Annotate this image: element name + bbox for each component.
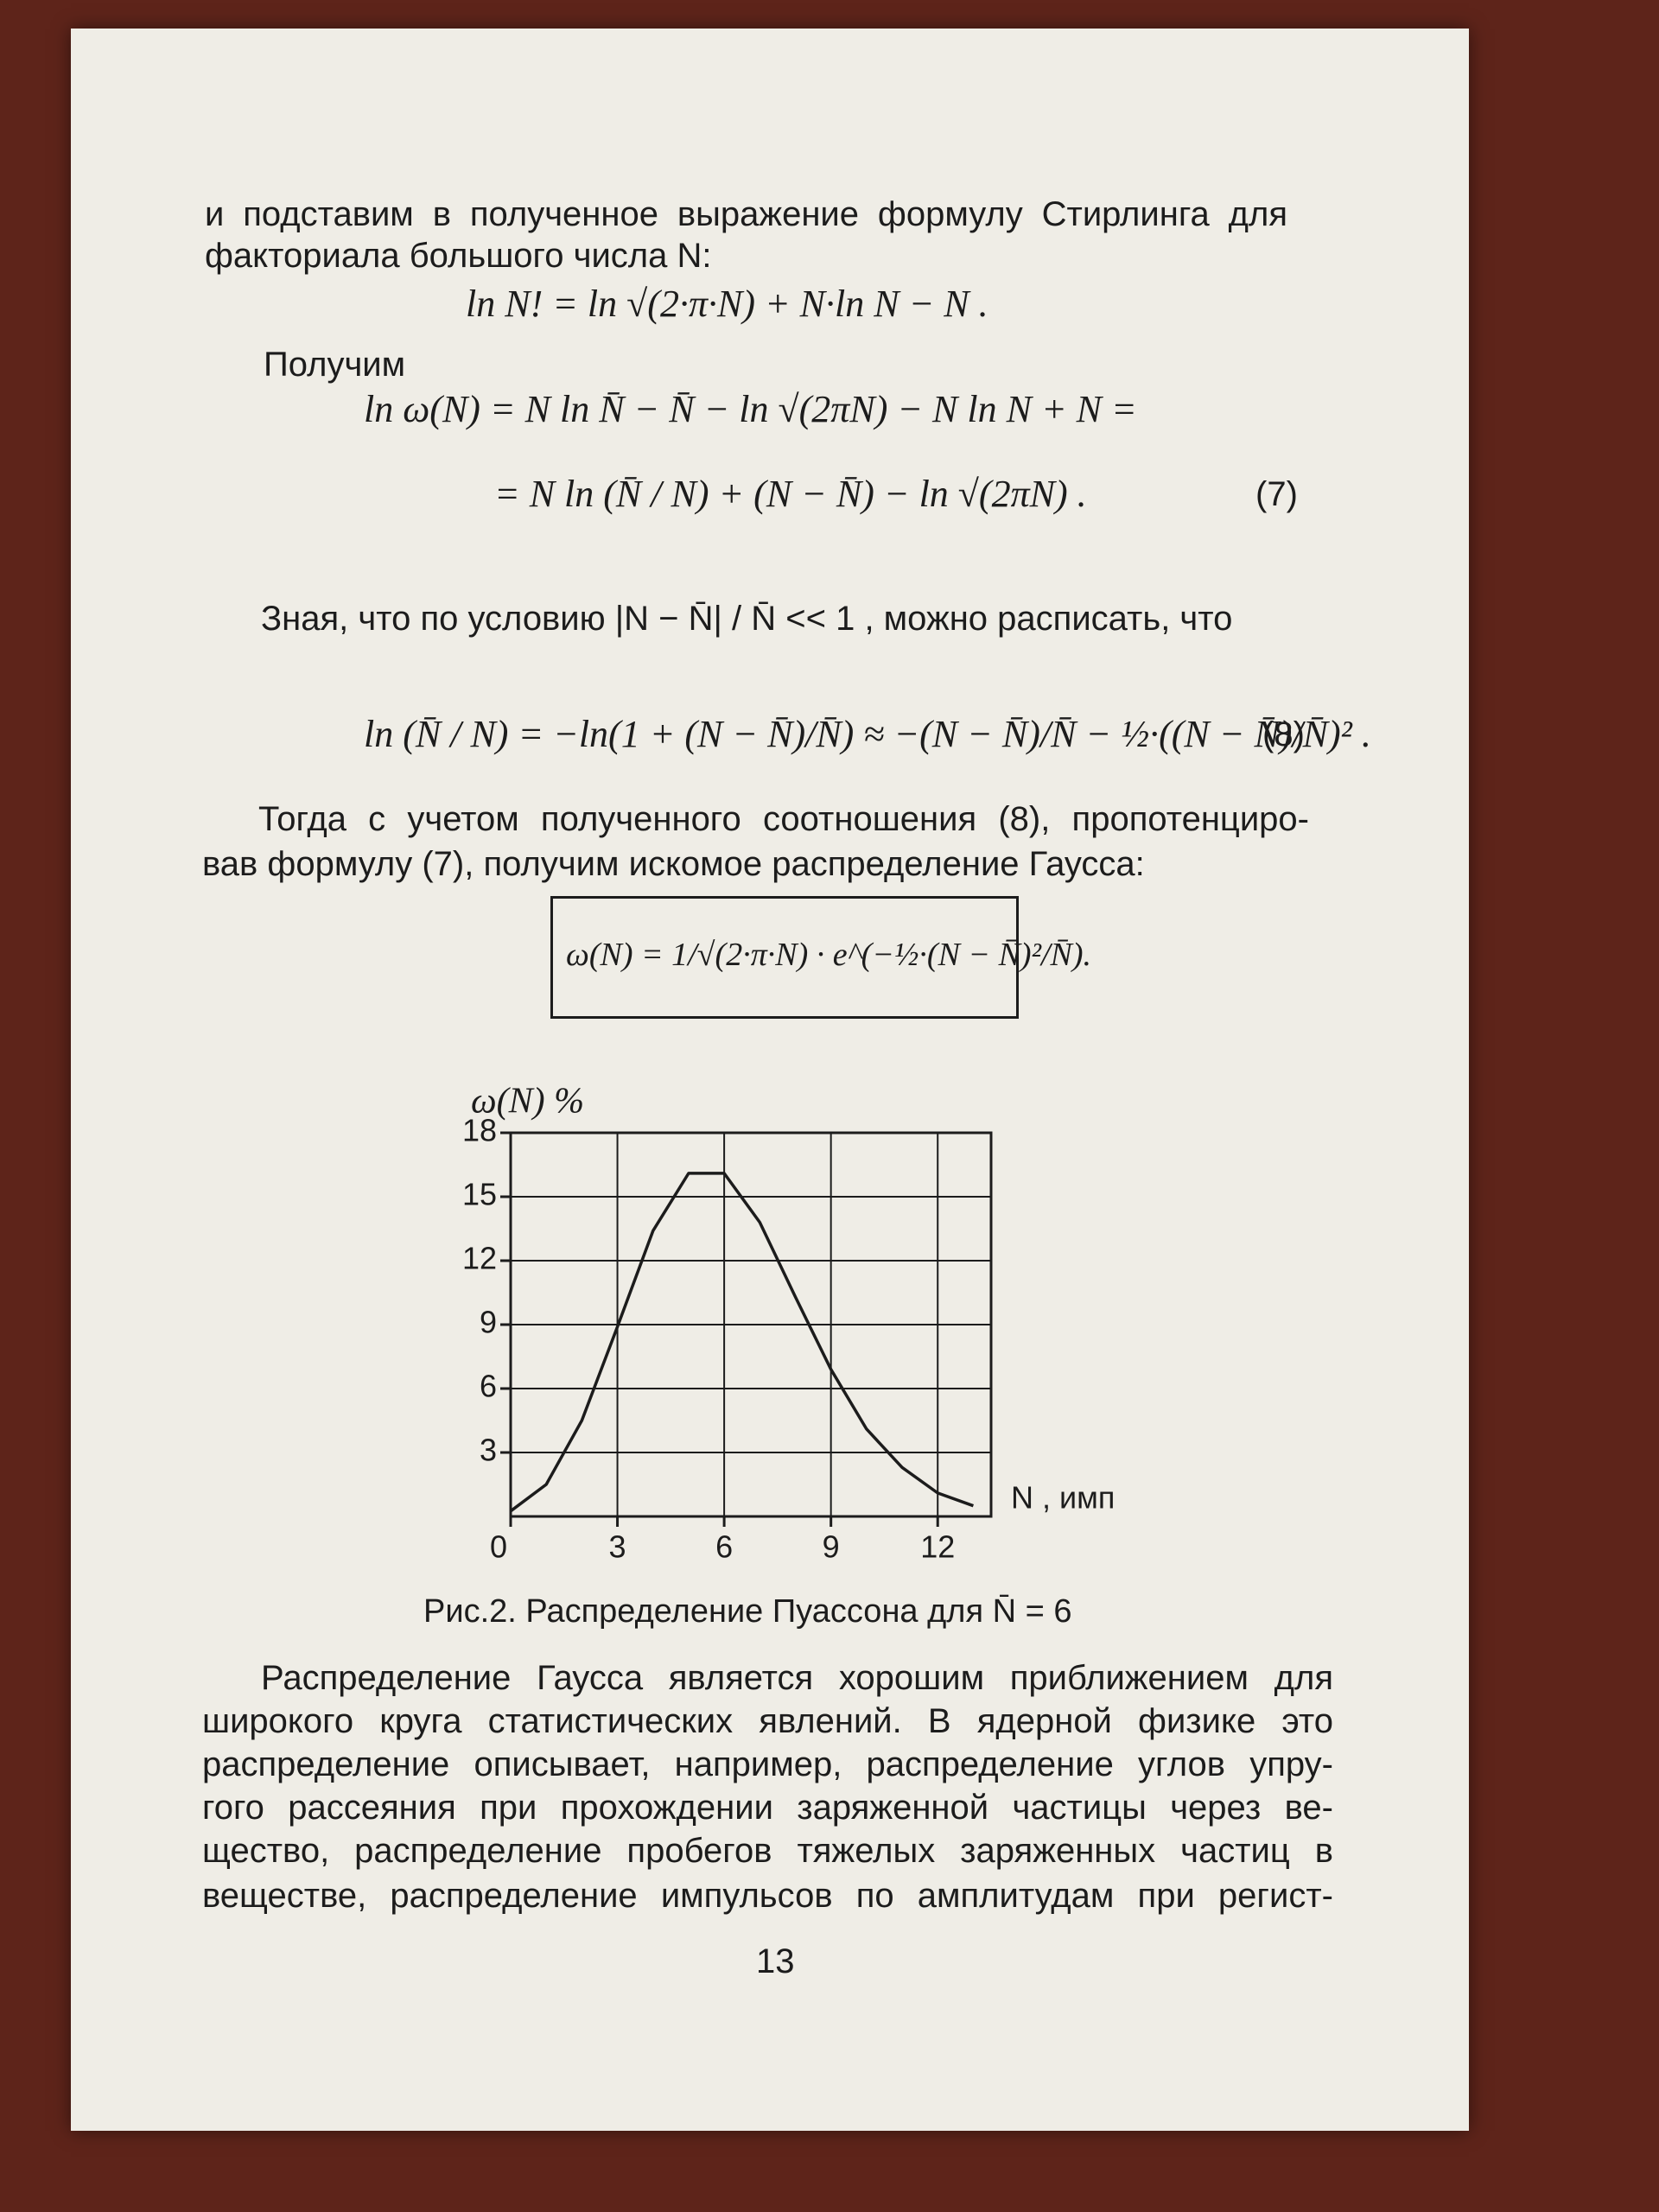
equation-number: (7)	[1255, 475, 1298, 513]
formula: ln ω(N) = N ln N̄ − N̄ − ln √(2πN) − N l…	[364, 388, 1137, 430]
y-tick-label: 12	[462, 1241, 497, 1276]
line	[509, 1172, 975, 1513]
x-tick-label: 6	[715, 1529, 733, 1565]
text-line: Зная, что по условию |N − N̄| / N̄ << 1 …	[261, 600, 1233, 638]
text-line: гого рассеяния при прохождении заряженно…	[202, 1789, 1333, 1827]
text-line: щество, распределение пробегов тяжелых з…	[202, 1832, 1333, 1870]
text-line: широкого круга статистических явлений. В…	[202, 1702, 1333, 1740]
x-axis-label: N , имп	[1011, 1480, 1115, 1516]
page-number: 13	[756, 1942, 795, 1980]
formula: = N ln (N̄ / N) + (N − N̄) − ln √(2πN) .	[494, 473, 1087, 515]
equation-number: (8)	[1262, 715, 1305, 753]
y-axis-label: ω(N) %	[471, 1082, 584, 1122]
formula: ln (N̄ / N) = −ln(1 + (N − N̄)/N̄) ≈ −(N…	[364, 713, 1371, 755]
x-tick-label: 0	[490, 1529, 507, 1565]
text-line: и подставим в полученное выражение форму…	[205, 195, 1287, 233]
y-tick-label: 6	[480, 1369, 497, 1404]
paper	[71, 29, 1469, 2131]
caption: Рис.2. Распределение Пуассона для N̄ = 6	[423, 1593, 1072, 1630]
text-line: факториала большого числа N:	[205, 237, 712, 275]
x-tick-label: 3	[609, 1529, 626, 1565]
formula: ω(N) = 1/√(2·π·N) · e^(−½·(N − N̄)²/N̄).	[566, 937, 1092, 973]
text-line: распределение описывает, например, распр…	[202, 1745, 1333, 1783]
text-line: веществе, распределение импульсов по амп…	[202, 1877, 1333, 1915]
y-tick-label: 3	[480, 1433, 497, 1468]
y-tick-label: 15	[462, 1177, 497, 1212]
text-line: Тогда с учетом полученного соотношения (…	[258, 800, 1309, 838]
formula-box	[550, 896, 1019, 1019]
y-tick-label: 18	[462, 1113, 497, 1148]
text-line: Распределение Гаусса является хорошим пр…	[261, 1659, 1333, 1697]
formula: ln N! = ln √(2·π·N) + N·ln N − N .	[466, 283, 988, 325]
y-tick-label: 9	[480, 1305, 497, 1340]
text-line: Получим	[264, 346, 406, 384]
x-tick-label: 9	[823, 1529, 840, 1565]
x-tick-label: 12	[920, 1529, 955, 1565]
text-line: вав формулу (7), получим искомое распред…	[202, 845, 1145, 883]
